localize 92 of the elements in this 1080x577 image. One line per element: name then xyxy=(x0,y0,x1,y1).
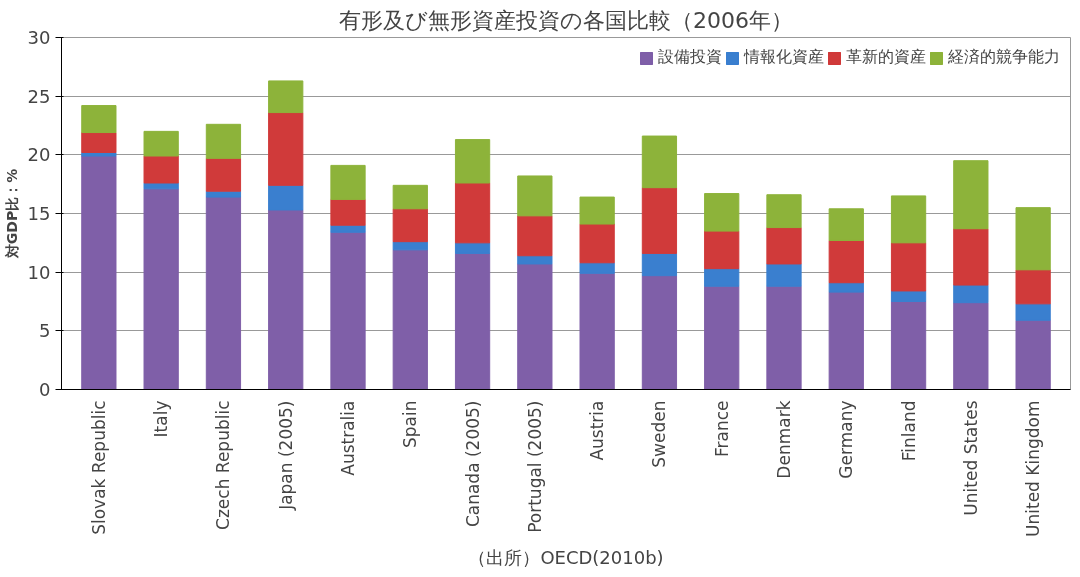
x-tick-label: France xyxy=(711,400,732,458)
y-tick-label: 10 xyxy=(27,261,51,283)
chart-title: 有形及び無形資産投資の各国比較（2006年） xyxy=(339,7,794,33)
bar xyxy=(268,184,304,211)
bar xyxy=(454,252,491,390)
y-axis-title: 対GDP比：% xyxy=(3,168,20,260)
bar xyxy=(704,268,740,287)
legend-label: 設備投資 xyxy=(658,47,722,68)
bar xyxy=(205,157,242,192)
bar xyxy=(454,139,491,184)
bar xyxy=(704,230,740,270)
bar xyxy=(392,184,428,210)
bar xyxy=(704,193,740,232)
bar xyxy=(953,302,989,390)
bar xyxy=(517,175,553,217)
bar xyxy=(330,224,366,233)
bar xyxy=(517,255,553,265)
x-tick-label: Portugal (2005) xyxy=(524,400,545,533)
bar xyxy=(579,272,615,390)
bar xyxy=(143,188,179,390)
bar xyxy=(81,151,117,157)
bar xyxy=(205,196,242,390)
bar xyxy=(890,242,927,292)
bar xyxy=(828,282,864,293)
bar xyxy=(330,231,366,390)
bar xyxy=(392,249,428,390)
bar xyxy=(579,196,615,225)
bar xyxy=(1015,303,1051,321)
x-tick-label: Sweden xyxy=(649,400,670,468)
bar xyxy=(579,262,615,274)
bar xyxy=(517,215,553,257)
bar xyxy=(828,239,864,284)
bar xyxy=(890,195,927,244)
bar xyxy=(81,105,117,134)
bar xyxy=(1015,319,1051,390)
bar xyxy=(392,208,428,243)
x-tick-label: Finland xyxy=(898,400,919,462)
bar xyxy=(143,155,179,184)
bar xyxy=(641,275,678,390)
x-tick-label: Spain xyxy=(400,400,421,448)
x-tick-label: Australia xyxy=(338,400,359,476)
bar xyxy=(517,263,553,390)
x-tick-label: Canada (2005) xyxy=(462,400,483,528)
bar xyxy=(641,135,678,189)
bar xyxy=(828,291,864,390)
bar xyxy=(268,80,304,114)
bar xyxy=(766,285,802,390)
text: （出所）OECD(2010b) xyxy=(468,546,664,568)
x-tick-label: Germany xyxy=(836,400,857,479)
bar xyxy=(268,112,304,186)
y-tick-label: 20 xyxy=(27,144,51,166)
bar xyxy=(704,285,740,390)
legend-label: 革新的資産 xyxy=(846,47,926,68)
y-tick-label: 15 xyxy=(27,203,51,224)
bar xyxy=(330,198,366,226)
x-tick-label: Slovak Republic xyxy=(88,400,109,535)
bar xyxy=(1015,207,1051,271)
bar xyxy=(579,223,615,264)
bar xyxy=(268,209,304,390)
y-tick-label: 0 xyxy=(39,379,51,400)
bar xyxy=(766,227,802,265)
bar xyxy=(392,241,428,251)
bar xyxy=(143,182,179,190)
bar xyxy=(953,160,989,230)
y-tick-label: 25 xyxy=(27,85,51,107)
bar xyxy=(143,130,179,157)
x-tick-label: Czech Republic xyxy=(213,400,234,530)
bar xyxy=(953,228,989,286)
legend-label: 経済的競争能力 xyxy=(948,47,1060,68)
bar xyxy=(766,263,802,287)
x-tick-label: Denmark xyxy=(773,400,794,479)
bar xyxy=(81,155,117,390)
bar xyxy=(766,194,802,229)
bar xyxy=(828,208,864,241)
x-tick-label: Japan (2005) xyxy=(275,400,296,511)
y-tick-label: 30 xyxy=(27,27,51,48)
bar xyxy=(1015,269,1051,305)
x-tick-label: United States xyxy=(960,400,981,516)
y-tick-label: 5 xyxy=(39,320,51,342)
bar xyxy=(890,301,927,390)
bar xyxy=(81,132,117,153)
bar xyxy=(953,284,989,304)
legend-label: 情報化資産 xyxy=(744,47,824,68)
bar xyxy=(454,182,491,244)
bar xyxy=(454,242,491,254)
bar xyxy=(641,252,678,277)
x-tick-label: United Kingdom xyxy=(1023,400,1044,537)
x-tick-label: Austria xyxy=(587,400,608,461)
bar xyxy=(330,164,366,200)
bar xyxy=(641,187,678,254)
x-tick-label: Italy xyxy=(151,400,172,438)
bar xyxy=(205,123,242,159)
